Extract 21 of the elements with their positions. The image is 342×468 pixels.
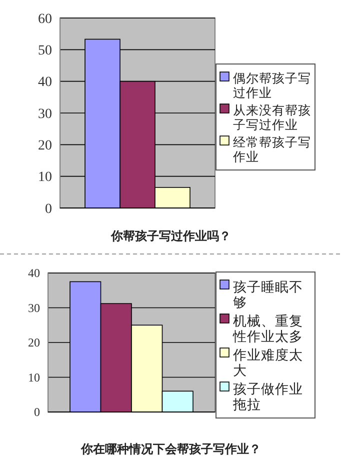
y-tick-label: 60 <box>38 12 52 27</box>
y-tick-label: 40 <box>28 266 40 280</box>
y-tick-label: 50 <box>38 44 52 59</box>
y-tick-label: 30 <box>28 300 40 315</box>
legend-label: 孩子做作业拖拉 <box>232 382 303 413</box>
y-tick-label: 20 <box>28 336 40 350</box>
y-tick-label: 0 <box>34 405 40 420</box>
legend-label: 从来没有帮孩子写过作业 <box>233 102 311 132</box>
y-tick-label: 10 <box>28 370 40 384</box>
legend-label: 偶尔帮孩子写过作业 <box>233 70 311 100</box>
legend-label: 机械、重复性作业太多 <box>232 314 303 345</box>
y-tick-label: 20 <box>38 138 52 154</box>
y-tick-label: 0 <box>45 202 52 217</box>
legend-label: 孩子睡眠不够 <box>233 280 303 311</box>
y-tick-label: 30 <box>38 106 52 122</box>
y-tick-label: 10 <box>38 170 52 186</box>
text: 你帮孩子写过作业吗？ <box>110 229 231 243</box>
text: 你在哪种情况下会帮孩子写作业？ <box>80 442 261 456</box>
legend-label: 作业难度太大 <box>232 348 303 379</box>
y-tick-label: 40 <box>38 75 52 90</box>
legend-label: 经常帮孩子写作业 <box>232 134 311 164</box>
